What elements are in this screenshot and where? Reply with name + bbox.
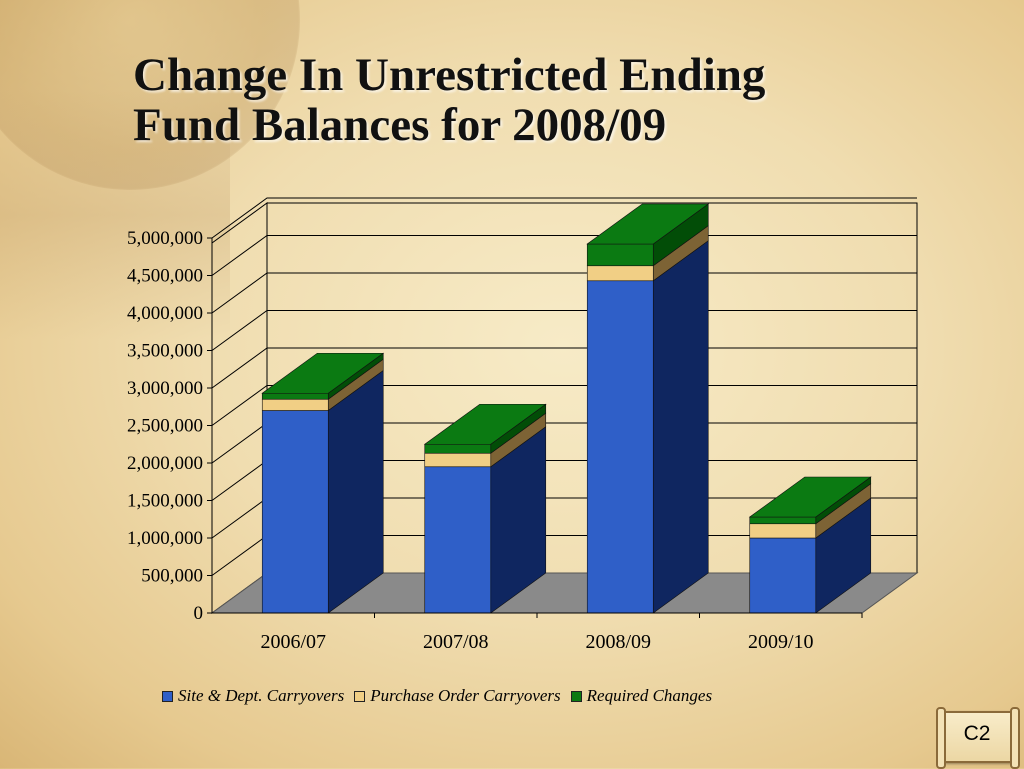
x-axis: 2006/07 2007/08 2008/09 2009/10	[212, 612, 863, 653]
x-tick-label: 2008/09	[585, 631, 651, 653]
bar-required-changes	[424, 443, 492, 454]
bar-top-required-changes	[586, 203, 710, 245]
slide-title: Change In Unrestricted Ending Fund Balan…	[133, 50, 765, 150]
legend-swatch-site-dept	[162, 690, 173, 702]
parchment-decoration	[0, 90, 230, 340]
x-tick-label: 2007/08	[423, 631, 489, 653]
bar-required-changes	[749, 516, 817, 525]
chart-legend: Site & Dept. Carryovers Purchase Order C…	[162, 684, 712, 708]
slide-code-label: C2	[963, 722, 991, 745]
legend-item-required-changes: Required Changes	[570, 686, 713, 706]
y-tick-label: 4,500,000	[127, 266, 203, 287]
legend-label-purchase-order: Purchase Order Carryovers	[370, 686, 561, 705]
title-line-1: Change In Unrestricted Ending	[133, 49, 766, 101]
slide-code-badge: C2	[936, 705, 1020, 769]
y-tick-label: 1,500,000	[127, 491, 203, 512]
bar-purchase-order	[749, 523, 817, 539]
bar-purchase-order	[586, 265, 654, 282]
legend-item-purchase-order: Purchase Order Carryovers	[354, 686, 561, 706]
y-tick-label: 500,000	[141, 566, 203, 587]
y-tick-label: 4,000,000	[127, 303, 203, 324]
legend-label-site-dept: Site & Dept. Carryovers	[178, 686, 345, 705]
bar-site-dept	[586, 280, 654, 614]
bar-required-changes	[261, 392, 329, 400]
y-tick-label: 2,500,000	[127, 416, 203, 437]
y-tick-label: 2,000,000	[127, 453, 203, 474]
bar-top-required-changes	[423, 403, 547, 445]
y-tick-label: 3,500,000	[127, 341, 203, 362]
legend-swatch-purchase-order	[354, 690, 366, 702]
bar-purchase-order	[424, 452, 492, 468]
chart-walls	[210, 202, 919, 614]
bar-side-site-dept	[652, 240, 709, 614]
title-line-2: Fund Balances for 2008/09	[133, 99, 667, 151]
legend-swatch-required-changes	[570, 690, 582, 702]
y-tick-label: 1,000,000	[127, 528, 203, 549]
bar-required-changes	[586, 243, 654, 267]
gridline	[211, 197, 917, 239]
bar-site-dept	[261, 410, 329, 614]
legend-item-site-dept: Site & Dept. Carryovers	[162, 686, 344, 706]
chart-bars	[261, 203, 872, 614]
y-tick-label: 3,000,000	[127, 378, 203, 399]
y-axis: 0 500,000 1,000,000 1,500,000 2,000,000 2,500…	[127, 228, 213, 624]
legend-label-required-changes: Required Changes	[586, 686, 713, 705]
y-tick-label: 5,000,000	[127, 228, 203, 249]
x-tick-label: 2006/07	[260, 631, 326, 653]
bar-top-required-changes	[261, 352, 385, 394]
side-wall	[211, 202, 268, 614]
bar-site-dept	[424, 466, 492, 614]
bar-side-site-dept	[327, 369, 384, 614]
x-tick-label: 2009/10	[748, 631, 814, 653]
bar-top-required-changes	[748, 476, 872, 518]
bar-site-dept	[749, 537, 817, 614]
y-tick-label: 0	[194, 603, 204, 624]
bar-purchase-order	[261, 398, 329, 411]
